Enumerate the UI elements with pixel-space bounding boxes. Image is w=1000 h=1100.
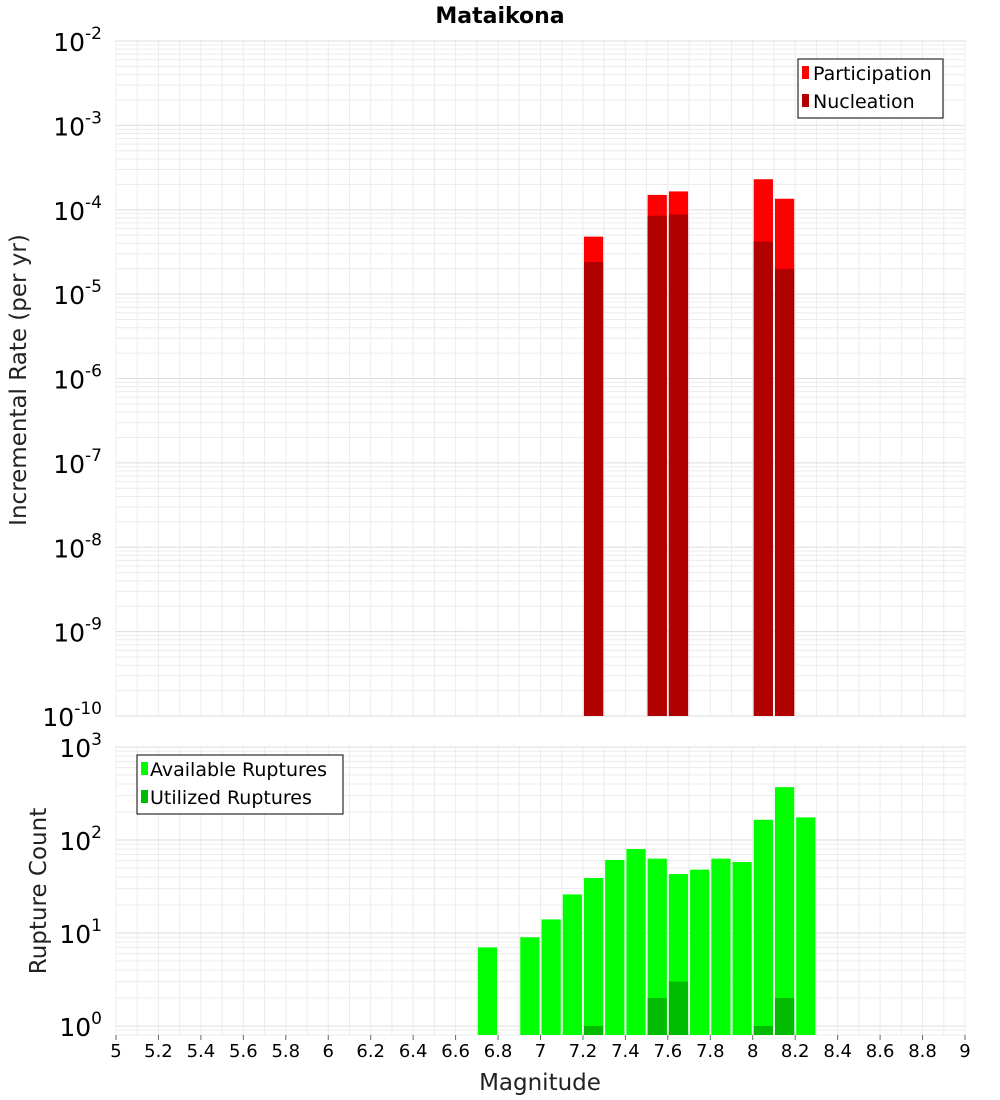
legend-label-nucleation: Nucleation [813,91,915,113]
x-tick-label: 6.2 [356,1041,385,1062]
y-tick-exponent: -10 [74,699,102,719]
bottom-bar-available-ruptures [711,858,731,1035]
y-tick-label: 10-8 [53,530,102,563]
y-tick-label: 10-7 [53,446,102,479]
legend-label-participation: Participation [813,63,932,85]
x-tick-label: 5.8 [271,1041,300,1062]
bottom-bar-available-ruptures [541,919,561,1035]
x-tick-label: 8.6 [866,1041,895,1062]
top-bar-nucleation [774,268,795,716]
x-tick-label: 7 [535,1041,546,1062]
x-tick-label: 9 [959,1041,970,1062]
x-tick-label: 6.6 [441,1041,470,1062]
bottom-bars [477,787,816,1035]
bottom-legend: Available Ruptures Utilized Ruptures [136,754,344,815]
x-tick-label: 5.4 [187,1041,216,1062]
y-tick-label: 101 [59,916,102,949]
x-tick-label: 5.6 [229,1041,258,1062]
y-tick-label: 10-2 [53,24,102,57]
bottom-bar-available-ruptures [477,947,498,1035]
bottom-bar-available-ruptures [647,858,667,1035]
top-bar-nucleation [647,215,667,717]
y-tick-exponent: 2 [91,823,102,843]
y-tick-exponent: -4 [85,193,102,213]
legend-swatch-available [141,762,148,775]
x-tick-label: 8 [747,1041,758,1062]
x-tick-label: 5.2 [144,1041,173,1062]
bottom-bar-utilized-ruptures [668,981,689,1035]
bottom-bar-available-ruptures [774,787,795,1035]
x-tick-label: 8.2 [781,1041,810,1062]
y-tick-label: 103 [59,730,102,763]
y-tick-exponent: -6 [85,362,102,382]
bottom-bar-utilized-ruptures [647,997,667,1035]
y-tick-label: 10-6 [53,362,102,395]
bottom-bar-available-ruptures [690,869,710,1035]
top-panel: 10-10 10-9 10-8 10-7 10-6 10-5 10-4 10-3 10-2 In… [6,24,966,732]
y-tick-label: 10-5 [53,277,102,310]
bottom-bar-utilized-ruptures [774,997,795,1035]
legend-label-available: Available Ruptures [150,759,327,781]
bottom-bar-available-ruptures [520,937,540,1035]
x-tick-label: 7.8 [696,1041,725,1062]
x-tick-label: 5 [110,1041,121,1062]
bottom-bar-available-ruptures [796,817,816,1035]
legend-label-utilized: Utilized Ruptures [150,787,312,809]
y-tick-exponent: 0 [91,1009,102,1029]
x-tick-label: 6.4 [399,1041,428,1062]
bottom-y-axis-label: Rupture Count [26,808,52,974]
bottom-bar-available-ruptures [753,819,773,1035]
top-bar-nucleation [668,214,689,717]
chart-title: Mataikona [435,4,564,29]
x-tick-label: 8.4 [823,1041,852,1062]
y-tick-exponent: -5 [85,277,102,297]
x-tick-label: 7.2 [569,1041,598,1062]
bottom-bar-available-ruptures [583,878,604,1035]
bottom-bar-available-ruptures [626,849,646,1035]
y-tick-exponent: -9 [85,615,102,635]
top-legend: Participation Nucleation [797,58,944,119]
bottom-bar-available-ruptures [732,861,752,1035]
bottom-bar-available-ruptures [605,859,625,1035]
bottom-grid [115,746,966,1036]
top-legend-box [797,58,944,119]
bottom-bar-utilized-ruptures [583,1025,604,1035]
y-tick-label: 102 [59,823,102,856]
y-tick-label: 100 [59,1009,102,1042]
y-tick-exponent: -8 [85,530,102,550]
top-grid [115,40,966,717]
y-tick-exponent: 1 [91,916,102,936]
x-tick-label: 7.6 [654,1041,683,1062]
x-tick-label: 6 [323,1041,334,1062]
x-axis-label: Magnitude [479,1070,601,1096]
top-bar-nucleation [583,262,604,716]
y-tick-exponent: -2 [85,24,102,44]
top-y-ticks: 10-10 10-9 10-8 10-7 10-6 10-5 10-4 10-3 10-2 [42,24,102,732]
legend-swatch-participation [802,66,809,79]
x-tick-label: 7.4 [611,1041,640,1062]
y-tick-label: 10-4 [53,193,102,226]
x-tick-label: 8.8 [908,1041,937,1062]
top-bars [583,179,795,717]
bottom-bar-available-ruptures [562,894,582,1035]
legend-swatch-nucleation [802,94,809,107]
y-tick-label: 10-10 [42,699,102,732]
y-tick-exponent: -3 [85,108,102,128]
x-tick-label: 6.8 [484,1041,513,1062]
top-bar-nucleation [753,241,773,717]
bottom-bar-utilized-ruptures [753,1025,773,1035]
y-tick-exponent: 3 [91,730,102,750]
y-tick-label: 10-9 [53,615,102,648]
top-y-axis-label: Incremental Rate (per yr) [6,234,32,526]
y-tick-exponent: -7 [85,446,102,466]
legend-swatch-utilized [141,790,148,803]
x-ticks: 5 5.2 5.4 5.6 5.8 6 6.2 6.4 6.6 6.8 7 7.2 7.4 7.6 7.8 8… [110,1035,971,1062]
bottom-legend-box [136,754,344,815]
y-tick-label: 10-3 [53,108,102,141]
